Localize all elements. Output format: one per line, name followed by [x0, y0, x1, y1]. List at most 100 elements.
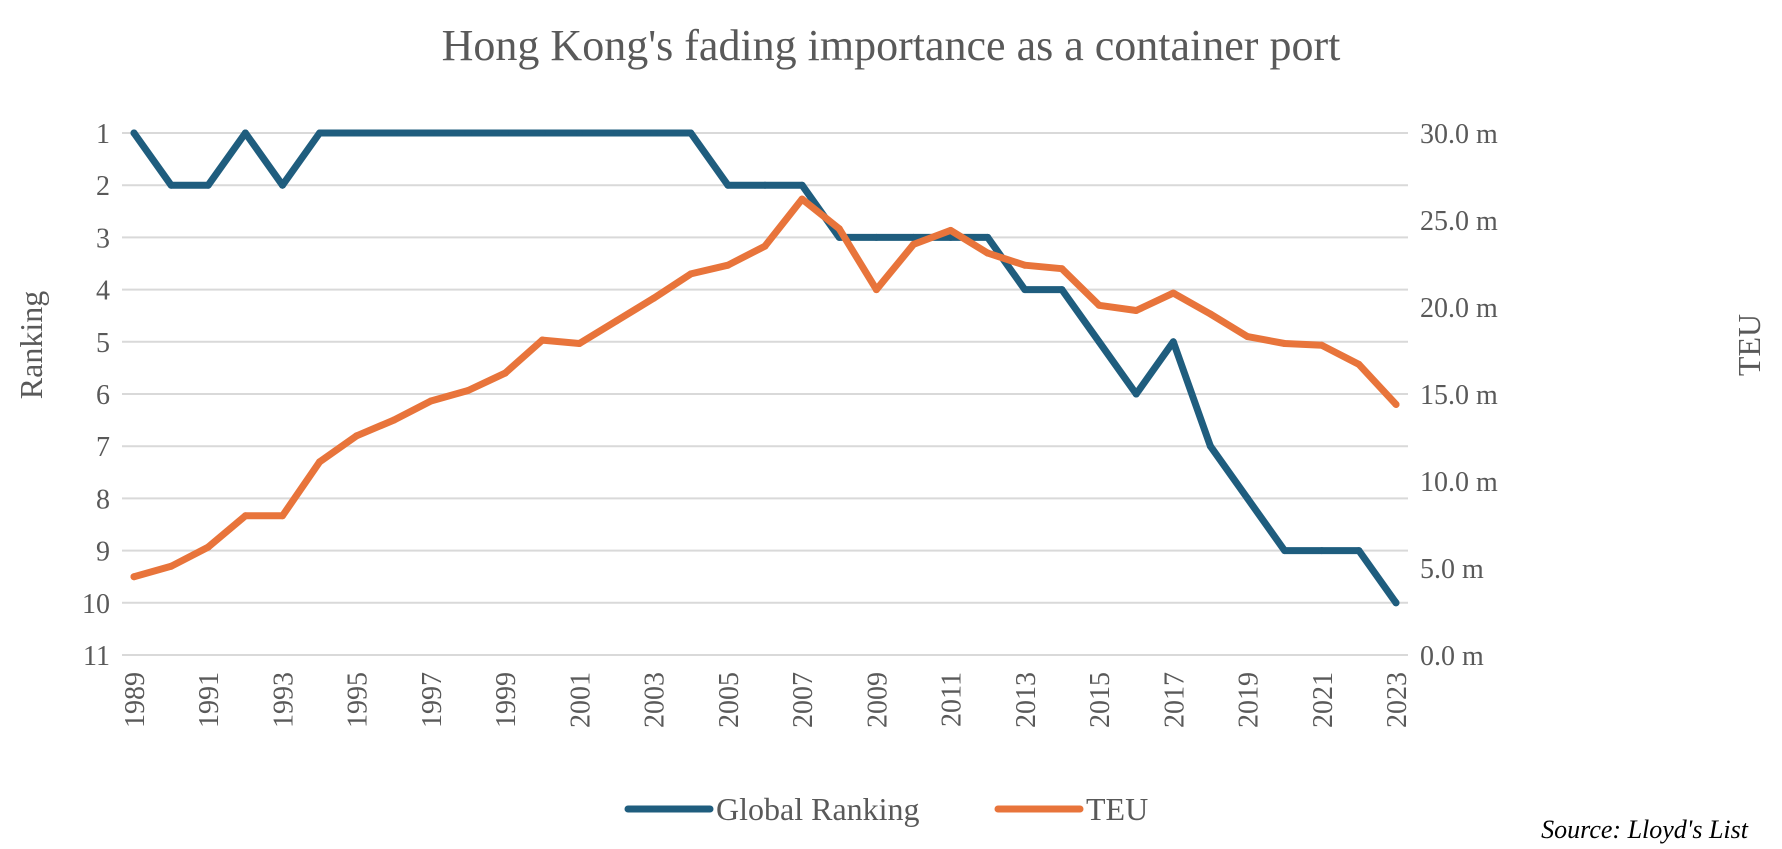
data-point-global-ranking	[1058, 286, 1066, 294]
data-point-global-ranking	[1355, 547, 1363, 555]
x-tick-label: 2009	[862, 672, 893, 728]
x-tick-label: 1991	[194, 672, 225, 728]
left-tick-label: 3	[96, 223, 110, 254]
data-point-global-ranking	[130, 129, 138, 137]
right-tick-label: 30.0 m	[1420, 119, 1498, 150]
left-tick-label: 8	[96, 484, 110, 515]
data-point-teu	[464, 387, 472, 395]
data-point-global-ranking	[1392, 599, 1400, 607]
data-point-teu	[1132, 306, 1140, 314]
x-tick-label: 1989	[120, 672, 151, 728]
data-point-global-ranking	[1169, 338, 1177, 346]
left-tick-label: 4	[96, 276, 110, 307]
data-point-global-ranking	[316, 129, 324, 137]
data-point-teu	[538, 336, 546, 344]
data-point-teu	[130, 573, 138, 581]
data-point-teu	[1281, 340, 1289, 348]
x-tick-label: 2001	[565, 672, 596, 728]
data-point-global-ranking	[1206, 442, 1214, 450]
right-tick-label: 20.0 m	[1420, 293, 1498, 324]
data-point-teu	[204, 543, 212, 551]
data-point-global-ranking	[575, 129, 583, 137]
data-point-teu	[427, 397, 435, 405]
x-tick-label: 2017	[1159, 672, 1190, 728]
data-point-global-ranking	[167, 181, 175, 189]
data-point-teu	[1058, 265, 1066, 273]
x-tick-label: 2005	[714, 672, 745, 728]
data-point-teu	[278, 512, 286, 520]
data-point-global-ranking	[1281, 547, 1289, 555]
data-point-teu	[984, 249, 992, 257]
x-tick-label: 1999	[491, 672, 522, 728]
data-point-global-ranking	[353, 129, 361, 137]
data-point-teu	[316, 458, 324, 466]
right-tick-label: 15.0 m	[1420, 380, 1498, 411]
data-point-global-ranking	[1132, 390, 1140, 398]
x-tick-label: 1997	[417, 672, 448, 728]
data-point-global-ranking	[1244, 494, 1252, 502]
series-layer	[130, 129, 1400, 607]
legend-label-global-ranking: Global Ranking	[716, 791, 920, 827]
data-point-global-ranking	[538, 129, 546, 137]
data-point-global-ranking	[241, 129, 249, 137]
data-point-teu	[872, 286, 880, 294]
x-tick-label: 2003	[640, 672, 671, 728]
data-point-teu	[761, 242, 769, 250]
left-tick-label: 10	[82, 589, 110, 620]
right-axis-title: TEU	[1731, 314, 1767, 376]
data-point-global-ranking	[872, 233, 880, 241]
data-point-teu	[1392, 400, 1400, 408]
data-point-teu	[947, 226, 955, 234]
x-tick-label: 1993	[268, 672, 299, 728]
data-point-global-ranking	[909, 233, 917, 241]
left-tick-label: 7	[96, 432, 110, 463]
data-point-teu	[1318, 341, 1326, 349]
left-axis-title: Ranking	[13, 291, 49, 399]
data-point-global-ranking	[278, 181, 286, 189]
series-line-teu	[130, 195, 1400, 581]
data-point-global-ranking	[984, 233, 992, 241]
data-point-teu	[241, 512, 249, 520]
x-tick-label: 2015	[1085, 672, 1116, 728]
x-tick-label: 2011	[937, 672, 968, 727]
left-tick-label: 9	[96, 537, 110, 568]
data-point-teu	[650, 294, 658, 302]
data-point-global-ranking	[464, 129, 472, 137]
data-point-teu	[501, 369, 509, 377]
left-tick-label: 2	[96, 171, 110, 202]
chart-title: Hong Kong's fading importance as a conta…	[442, 21, 1341, 70]
data-point-global-ranking	[501, 129, 509, 137]
data-point-teu	[909, 240, 917, 248]
data-point-global-ranking	[650, 129, 658, 137]
legend-label-teu: TEU	[1086, 791, 1148, 827]
data-point-teu	[835, 225, 843, 233]
data-point-teu	[390, 416, 398, 424]
x-tick-label: 2021	[1308, 672, 1339, 728]
data-point-teu	[1021, 261, 1029, 269]
data-point-global-ranking	[1021, 286, 1029, 294]
data-point-global-ranking	[761, 181, 769, 189]
data-point-global-ranking	[613, 129, 621, 137]
data-point-global-ranking	[427, 129, 435, 137]
data-point-global-ranking	[1318, 547, 1326, 555]
data-point-global-ranking	[687, 129, 695, 137]
data-point-global-ranking	[947, 233, 955, 241]
x-tick-label: 2023	[1382, 672, 1413, 728]
data-point-teu	[798, 195, 806, 203]
data-point-teu	[1169, 289, 1177, 297]
data-point-teu	[1244, 333, 1252, 341]
data-point-teu	[575, 340, 583, 348]
data-point-global-ranking	[724, 181, 732, 189]
source-note: Source: Lloyd's List	[1541, 815, 1749, 844]
left-tick-label: 6	[96, 380, 110, 411]
legend: Global Ranking TEU	[624, 791, 1148, 827]
x-axis-ticks: 1989 1991 1993 1995 1997 1999 2001 2003 2005 2007…	[120, 672, 1413, 728]
right-tick-label: 0.0 m	[1420, 641, 1484, 672]
data-point-teu	[1095, 301, 1103, 309]
right-axis-ticks: 30.0 m 25.0 m 20.0 m 15.0 m 10.0 m 5.0 m 0.0 m	[1420, 119, 1498, 672]
left-tick-label: 5	[96, 328, 110, 359]
right-tick-label: 5.0 m	[1420, 554, 1484, 585]
data-point-global-ranking	[390, 129, 398, 137]
data-point-global-ranking	[204, 181, 212, 189]
